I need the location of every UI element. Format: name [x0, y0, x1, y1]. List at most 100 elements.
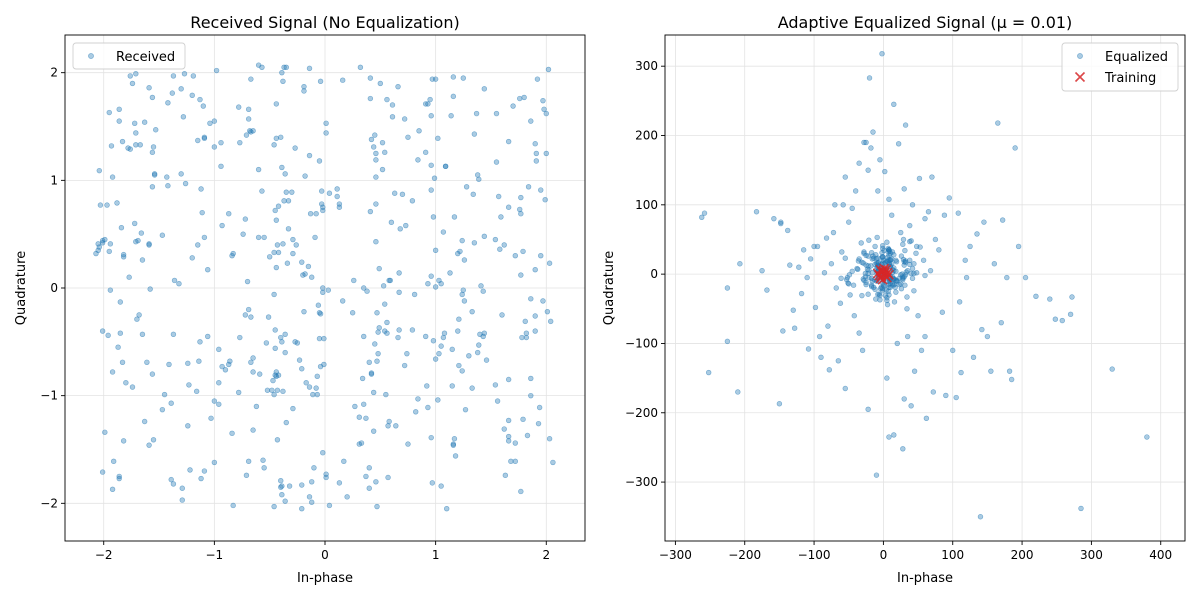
data-point-equalized: [807, 256, 814, 262]
data-point-received: [462, 406, 469, 413]
data-point-received: [282, 498, 288, 504]
data-point-equalized: [787, 262, 793, 268]
data-point-equalized: [936, 247, 942, 253]
data-point-equalized: [908, 270, 914, 277]
data-point-equalized: [869, 270, 876, 276]
data-point-equalized: [887, 250, 894, 257]
data-point-received: [278, 478, 284, 484]
data-point-received: [450, 442, 457, 448]
data-point-equalized: [911, 368, 918, 374]
data-point-received: [373, 150, 379, 157]
data-point-received: [115, 344, 121, 350]
data-point-equalized: [849, 268, 855, 275]
data-point-equalized: [852, 188, 859, 194]
data-point-received: [197, 96, 203, 103]
data-point-received: [117, 330, 124, 336]
data-point-received: [273, 264, 280, 271]
data-point-equalized: [840, 202, 846, 208]
data-point-received: [248, 76, 254, 82]
data-point-received: [501, 242, 507, 248]
data-point-received: [321, 335, 327, 342]
data-point-received: [289, 189, 295, 195]
data-point-equalized: [845, 280, 851, 286]
data-point-received: [255, 166, 262, 173]
data-point-received: [461, 298, 468, 304]
data-point-received: [244, 278, 251, 285]
data-point-received: [361, 285, 367, 291]
data-point-received: [219, 222, 225, 229]
data-point-equalized: [1059, 317, 1065, 324]
data-point-received: [545, 66, 552, 73]
data-point-equalized: [950, 347, 956, 354]
data-point-received: [119, 359, 126, 365]
data-point-received: [496, 193, 502, 200]
data-point-equalized: [904, 294, 910, 300]
data-point-equalized: [833, 285, 839, 291]
data-point-received: [376, 265, 382, 272]
data-point-received: [299, 259, 305, 265]
data-point-equalized: [877, 292, 883, 299]
data-point-received: [150, 437, 157, 443]
data-point-received: [280, 78, 286, 84]
data-point-equalized: [872, 286, 878, 293]
data-point-received: [271, 249, 277, 256]
data-point-received: [404, 350, 410, 357]
data-point-equalized: [705, 369, 712, 376]
data-point-equalized: [1022, 274, 1029, 281]
data-point-received: [207, 120, 213, 126]
y-tick-label: −2: [40, 496, 58, 510]
data-point-equalized: [877, 157, 883, 163]
data-point-received: [211, 118, 218, 124]
data-point-received: [299, 482, 305, 488]
data-point-received: [436, 277, 442, 284]
data-point-equalized: [893, 289, 899, 295]
data-point-received: [370, 144, 377, 150]
x-tick-label: −200: [728, 548, 761, 562]
data-point-equalized: [851, 313, 857, 319]
data-point-received: [471, 131, 478, 137]
data-point-received: [266, 254, 273, 260]
data-point-received: [257, 371, 263, 377]
data-point-equalized: [891, 299, 898, 305]
data-point-received: [271, 142, 277, 148]
data-point-received: [359, 375, 366, 382]
data-point-received: [218, 139, 224, 146]
data-point-received: [366, 359, 372, 365]
data-point-received: [442, 163, 449, 170]
data-point-received: [253, 403, 260, 410]
chart-panel-1: −2 −1 0 1 2 −2 −1 0 1 2 Received Signal (No Equali…: [14, 13, 586, 586]
data-point-equalized: [811, 243, 817, 250]
data-point-received: [222, 367, 229, 373]
data-point-received: [401, 362, 408, 369]
data-point-received: [116, 118, 122, 124]
data-point-received: [435, 135, 441, 142]
data-point-received: [306, 152, 313, 159]
data-point-equalized: [999, 217, 1006, 223]
data-point-received: [180, 114, 187, 120]
legend-label-received: Received: [116, 50, 175, 65]
data-point-equalized: [922, 215, 928, 222]
data-point-received: [452, 453, 459, 459]
legend-marker-training: [1074, 71, 1086, 83]
data-point-received: [219, 363, 225, 370]
data-point-received: [306, 384, 313, 390]
data-point-equalized: [923, 415, 930, 422]
data-point-received: [126, 274, 132, 280]
y-tick-label: −200: [625, 406, 658, 420]
data-point-received: [95, 241, 101, 247]
data-point-received: [107, 287, 114, 293]
data-point-received: [171, 277, 178, 284]
data-point-equalized: [701, 210, 708, 216]
data-point-equalized: [842, 255, 848, 261]
data-point-received: [435, 397, 441, 403]
data-point-received: [497, 246, 503, 252]
data-point-received: [107, 241, 114, 247]
data-point-received: [200, 103, 206, 109]
data-point-received: [519, 334, 525, 341]
y-tick-label: 1: [50, 173, 58, 187]
data-point-equalized: [862, 274, 869, 280]
data-point-equalized: [901, 396, 907, 402]
data-point-received: [546, 436, 553, 442]
x-tick-label: −2: [95, 548, 113, 562]
data-point-received: [368, 136, 375, 143]
